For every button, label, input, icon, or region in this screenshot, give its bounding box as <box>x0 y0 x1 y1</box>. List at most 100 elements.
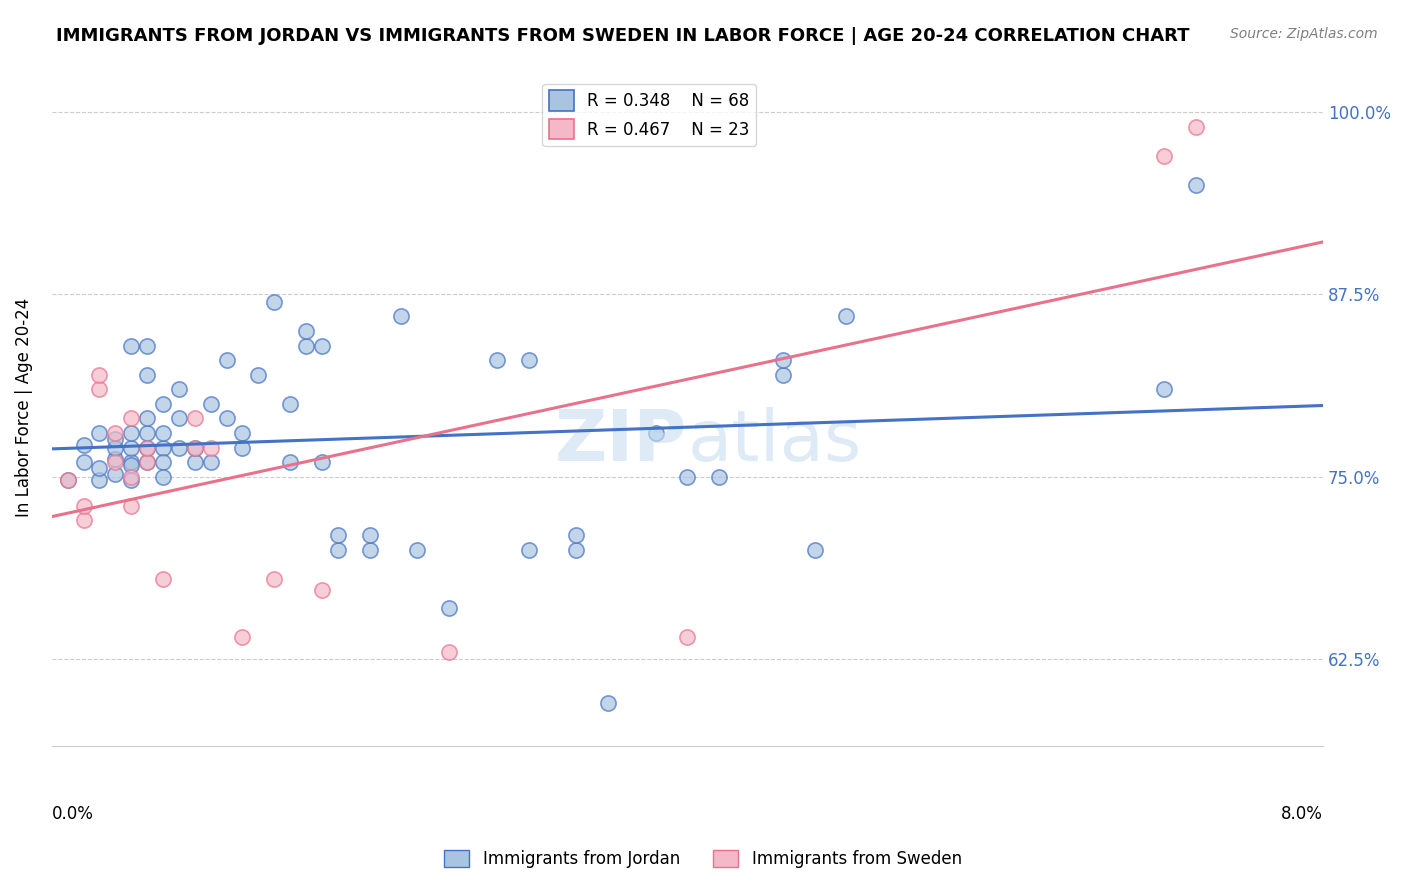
Point <box>437 645 460 659</box>
Point <box>72 455 94 469</box>
Point <box>167 382 190 396</box>
Point <box>104 455 127 469</box>
Point <box>104 425 127 440</box>
Point <box>231 630 253 644</box>
Point <box>89 425 111 440</box>
Point <box>136 455 159 469</box>
Point <box>247 368 270 382</box>
Point <box>136 425 159 440</box>
Point <box>437 601 460 615</box>
Point <box>1185 120 1208 134</box>
Point <box>278 455 301 469</box>
Point <box>231 441 253 455</box>
Point <box>772 368 794 382</box>
Text: 0.0%: 0.0% <box>52 805 94 822</box>
Point <box>389 310 412 324</box>
Text: ZIP: ZIP <box>555 407 688 475</box>
Point <box>184 455 207 469</box>
Point <box>136 455 159 469</box>
Point <box>120 473 142 487</box>
Point <box>359 542 381 557</box>
Point <box>152 572 174 586</box>
Point <box>326 528 349 542</box>
Point <box>311 583 333 598</box>
Point <box>835 310 858 324</box>
Point <box>89 382 111 396</box>
Text: Source: ZipAtlas.com: Source: ZipAtlas.com <box>1230 27 1378 41</box>
Point <box>120 338 142 352</box>
Point <box>1185 178 1208 193</box>
Point <box>359 528 381 542</box>
Point <box>295 324 318 338</box>
Point <box>136 368 159 382</box>
Point <box>709 469 731 483</box>
Point <box>104 452 127 467</box>
Point <box>326 542 349 557</box>
Point <box>485 353 508 368</box>
Point <box>136 441 159 455</box>
Point <box>644 425 666 440</box>
Point <box>295 338 318 352</box>
Point <box>152 455 174 469</box>
Point <box>200 397 222 411</box>
Point <box>278 397 301 411</box>
Point <box>89 473 111 487</box>
Point <box>120 411 142 425</box>
Point <box>406 542 429 557</box>
Point <box>152 425 174 440</box>
Point <box>184 441 207 455</box>
Point <box>596 696 619 710</box>
Point <box>215 353 238 368</box>
Point <box>120 469 142 483</box>
Point <box>89 461 111 475</box>
Point <box>136 441 159 455</box>
Point <box>56 473 79 487</box>
Point <box>72 499 94 513</box>
Text: 8.0%: 8.0% <box>1281 805 1323 822</box>
Point <box>772 353 794 368</box>
Point <box>120 441 142 455</box>
Point <box>215 411 238 425</box>
Point <box>311 338 333 352</box>
Point <box>803 542 825 557</box>
Point <box>263 572 285 586</box>
Point <box>517 353 540 368</box>
Point <box>184 411 207 425</box>
Point <box>167 441 190 455</box>
Point <box>676 469 699 483</box>
Point <box>104 467 127 481</box>
Text: IMMIGRANTS FROM JORDAN VS IMMIGRANTS FROM SWEDEN IN LABOR FORCE | AGE 20-24 CORR: IMMIGRANTS FROM JORDAN VS IMMIGRANTS FRO… <box>56 27 1189 45</box>
Point <box>200 455 222 469</box>
Point <box>231 425 253 440</box>
Point <box>565 528 588 542</box>
Legend: Immigrants from Jordan, Immigrants from Sweden: Immigrants from Jordan, Immigrants from … <box>437 843 969 875</box>
Point <box>565 542 588 557</box>
Point <box>167 411 190 425</box>
Point <box>1153 382 1175 396</box>
Point <box>152 441 174 455</box>
Point <box>184 441 207 455</box>
Point <box>72 513 94 527</box>
Point <box>56 473 79 487</box>
Point <box>311 455 333 469</box>
Point <box>120 425 142 440</box>
Point <box>1153 149 1175 163</box>
Point <box>517 542 540 557</box>
Text: atlas: atlas <box>688 407 862 475</box>
Point <box>120 458 142 472</box>
Point <box>136 411 159 425</box>
Point <box>676 630 699 644</box>
Point <box>152 397 174 411</box>
Point <box>120 499 142 513</box>
Point <box>104 441 127 455</box>
Point <box>104 432 127 446</box>
Point <box>263 294 285 309</box>
Point <box>120 455 142 469</box>
Point <box>72 437 94 451</box>
Y-axis label: In Labor Force | Age 20-24: In Labor Force | Age 20-24 <box>15 298 32 517</box>
Point <box>89 368 111 382</box>
Point <box>136 338 159 352</box>
Point <box>200 441 222 455</box>
Point <box>152 469 174 483</box>
Legend: R = 0.348    N = 68, R = 0.467    N = 23: R = 0.348 N = 68, R = 0.467 N = 23 <box>543 84 756 146</box>
